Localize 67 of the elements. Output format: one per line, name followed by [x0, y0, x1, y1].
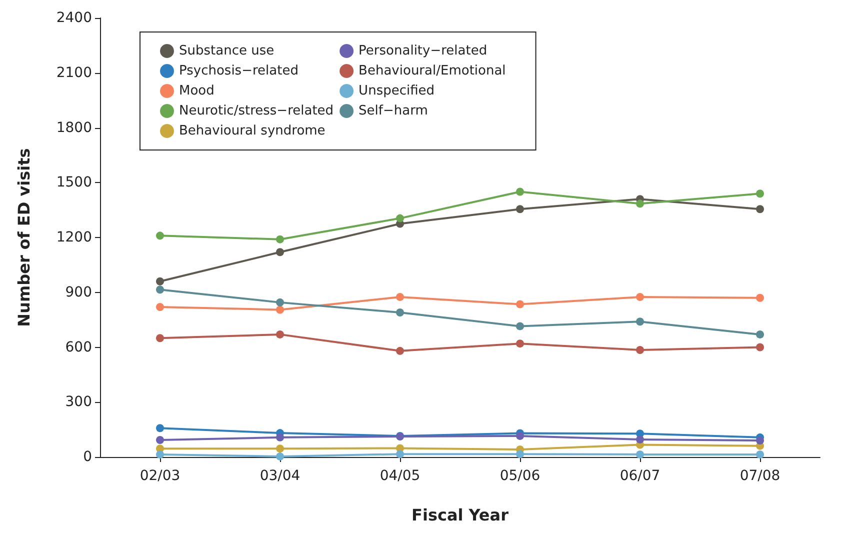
point — [636, 450, 644, 458]
x-tick-label: 06/07 — [620, 468, 660, 484]
legend-label: Mood — [179, 84, 214, 98]
point — [756, 343, 764, 352]
y-tick-label: 1200 — [56, 230, 92, 246]
legend-label: Psychosis−related — [179, 64, 298, 78]
point — [156, 450, 164, 458]
point — [156, 334, 164, 342]
y-tick-label: 900 — [65, 284, 92, 300]
point — [756, 294, 764, 302]
point — [276, 444, 284, 453]
y-tick-label: 1500 — [56, 174, 92, 191]
y-axis-title: Number of ED visits — [14, 148, 34, 327]
point — [276, 452, 284, 460]
y-tick-label: 600 — [65, 339, 92, 356]
x-tick-label: 02/03 — [140, 468, 180, 484]
x-axis-title: Fiscal Year — [412, 506, 509, 524]
point — [276, 248, 284, 256]
point — [396, 346, 404, 355]
point — [276, 306, 284, 314]
point — [516, 300, 524, 308]
point — [756, 450, 764, 458]
x-tick-label: 04/05 — [380, 468, 420, 484]
point — [156, 436, 164, 444]
point — [396, 450, 404, 458]
point — [276, 433, 284, 442]
point — [276, 298, 284, 306]
point — [756, 436, 764, 445]
point — [516, 205, 524, 214]
y-tick-label: 1800 — [56, 120, 92, 136]
point — [516, 188, 524, 196]
legend-label: Behavioural/Emotional — [358, 64, 506, 78]
legend-label: Behavioural syndrome — [179, 124, 326, 138]
point — [636, 318, 644, 326]
point — [756, 330, 764, 338]
x-tick-label: 03/04 — [260, 468, 300, 484]
point — [516, 340, 524, 348]
legend-label: Self−harm — [358, 104, 428, 118]
point — [636, 435, 644, 444]
point — [156, 286, 164, 294]
point — [396, 214, 404, 222]
x-tick-label: 07/08 — [740, 468, 780, 484]
point — [636, 346, 644, 354]
legend-label: Substance use — [179, 44, 274, 58]
legend-label: Unspecified — [358, 84, 435, 98]
point — [516, 432, 524, 440]
point — [516, 322, 524, 330]
point — [756, 205, 764, 214]
point — [276, 330, 284, 338]
point — [156, 277, 164, 286]
point — [636, 292, 644, 301]
y-tick-label: 2400 — [56, 10, 92, 26]
point — [516, 450, 524, 458]
point — [396, 308, 404, 316]
point — [276, 235, 284, 244]
y-tick-label: 300 — [65, 394, 92, 410]
y-tick-label: 0 — [83, 449, 92, 465]
point — [156, 232, 164, 240]
legend-label: Neurotic/stress−related — [179, 104, 334, 118]
legend-label: Personality−related — [358, 44, 488, 58]
point — [396, 292, 404, 301]
point — [156, 303, 164, 312]
point — [756, 190, 764, 198]
point — [156, 424, 164, 432]
y-tick-label: 2100 — [56, 64, 92, 81]
x-tick-label: 05/06 — [500, 468, 540, 484]
point — [636, 200, 644, 208]
